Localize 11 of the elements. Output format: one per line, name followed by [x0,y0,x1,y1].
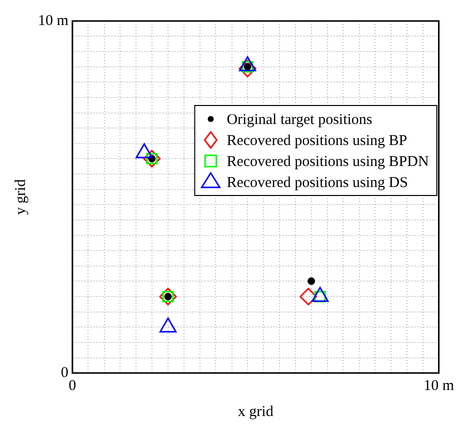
legend-label: Recovered positions using BPDN [226,154,429,170]
point [300,288,318,306]
legend-label: Recovered positions using DS [226,174,408,191]
point [143,150,161,168]
point [308,277,316,285]
y-axis-title: y grid [12,178,29,215]
point [159,288,177,306]
x-axis-title: x grid [238,404,274,420]
point [238,60,256,78]
legend-label: Original target positions [226,112,372,128]
legend-label: Recovered positions using BP [226,132,408,149]
